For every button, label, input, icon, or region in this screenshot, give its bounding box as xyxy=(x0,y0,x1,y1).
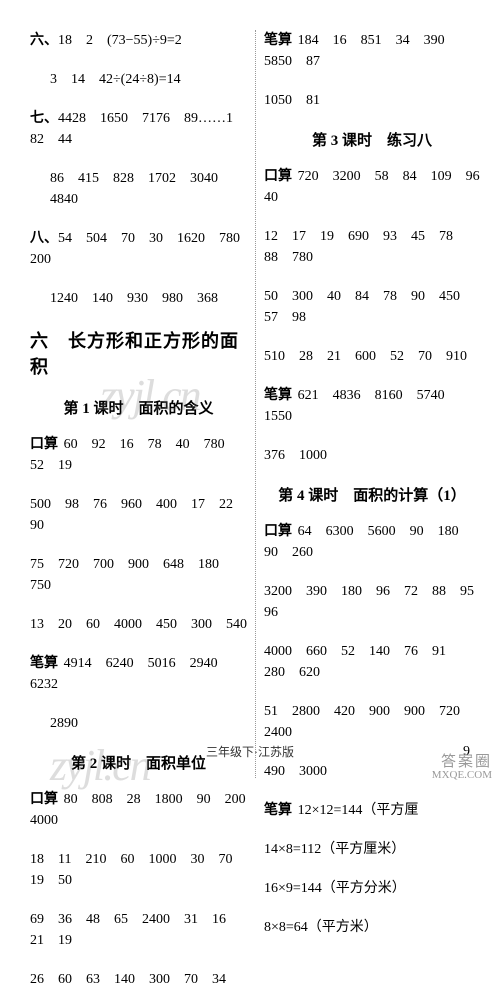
text-line: 口算 60 92 16 78 40 780 52 19 xyxy=(30,434,247,476)
text-line: 口算 720 3200 58 84 109 96 40 xyxy=(264,166,480,208)
text-line: 1240 140 930 980 368 xyxy=(30,288,247,309)
text-line: 六、18 2 (73−55)÷9=2 xyxy=(30,30,247,51)
text-line: 16×9=144（平方分米） xyxy=(264,878,480,899)
text-line: 18 11 210 60 1000 30 70 19 50 xyxy=(30,849,247,891)
text-line: 12 17 19 690 93 45 78 88 780 xyxy=(264,226,480,268)
text-line: 75 720 700 900 648 180 750 xyxy=(30,554,247,596)
text-line: 1050 81 xyxy=(264,90,480,111)
text-line: 26 60 63 140 300 70 34 xyxy=(30,969,247,990)
text-line: 4000 660 52 140 76 91 280 620 xyxy=(264,641,480,683)
text-line: 14×8=112（平方厘米） xyxy=(264,839,480,860)
corner-watermark: 答案圈 MXQE.COM xyxy=(432,755,492,782)
text-line: 376 1000 xyxy=(264,445,480,466)
text-line: 笔算 12×12=144（平方厘 xyxy=(264,800,480,821)
text-line: 笔算 621 4836 8160 5740 1550 xyxy=(264,385,480,427)
text-line: 500 98 76 960 400 17 22 90 xyxy=(30,494,247,536)
section-title: 六 长方形和正方形的面积 xyxy=(30,327,247,379)
text-line: 510 28 21 600 52 70 910 xyxy=(264,346,480,367)
text-line: 笔算 4914 6240 5016 2940 6232 xyxy=(30,653,247,695)
text-line: 八、54 504 70 30 1620 780 200 xyxy=(30,228,247,270)
text-line: 8×8=64（平方米） xyxy=(264,917,480,938)
text-line: 3 14 42÷(24÷8)=14 xyxy=(30,69,247,90)
text-line: 2890 xyxy=(30,713,247,734)
text-line: 口算 64 6300 5600 90 180 90 260 xyxy=(264,521,480,563)
text-line: 69 36 48 65 2400 31 16 21 19 xyxy=(30,909,247,951)
text-line: 13 20 60 4000 450 300 540 xyxy=(30,614,247,635)
lesson-title: 第 1 课时 面积的含义 xyxy=(30,397,247,418)
text-line: 50 300 40 84 78 90 450 57 98 xyxy=(264,286,480,328)
text-line: 51 2800 420 900 900 720 2400 xyxy=(264,701,480,743)
lesson-title: 第 4 课时 面积的计算（1） xyxy=(264,484,480,505)
text-line: 86 415 828 1702 3040 4840 xyxy=(30,168,247,210)
footer-text: 三年级下·江苏版 xyxy=(0,743,500,760)
text-line: 笔算 184 16 851 34 390 5850 87 xyxy=(264,30,480,72)
text-line: 口算 80 808 28 1800 90 200 4000 xyxy=(30,789,247,831)
text-line: 七、4428 1650 7176 89……1 82 44 xyxy=(30,108,247,150)
lesson-title: 第 3 课时 练习八 xyxy=(264,129,480,150)
text-line: 3200 390 180 96 72 88 95 96 xyxy=(264,581,480,623)
